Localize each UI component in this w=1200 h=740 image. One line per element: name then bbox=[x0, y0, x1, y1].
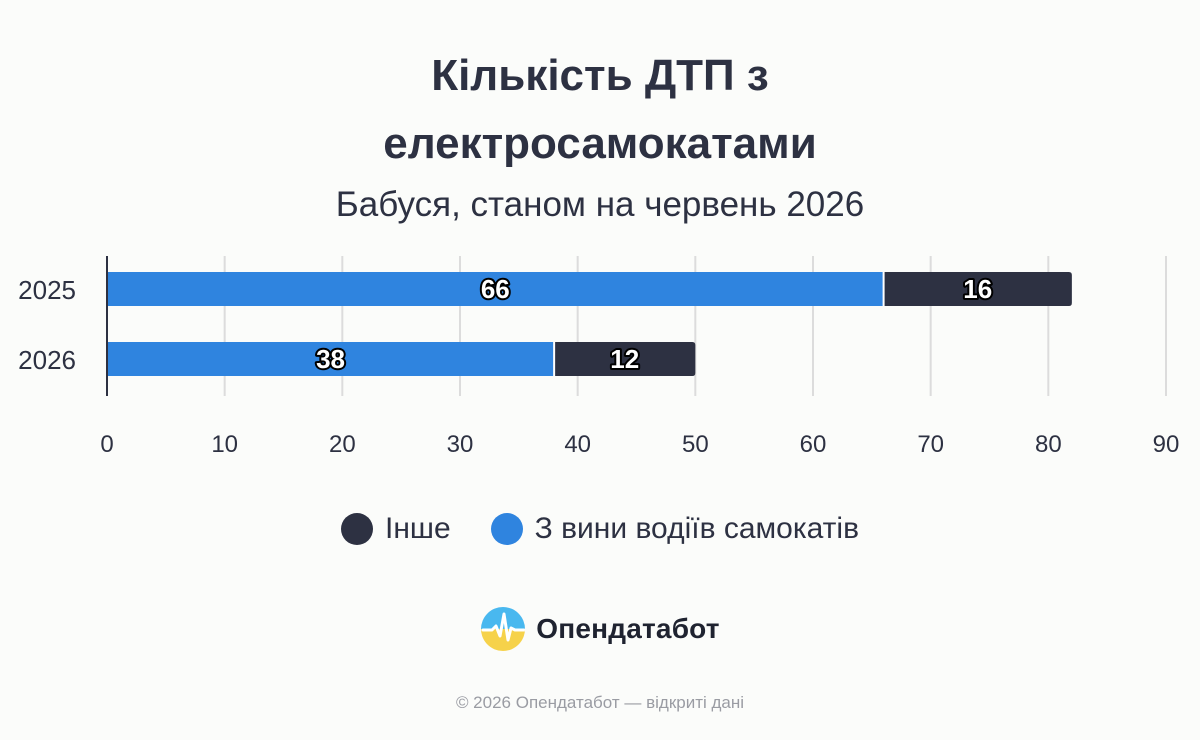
x-tick-label: 10 bbox=[211, 431, 238, 458]
category-label: 2025 bbox=[18, 275, 76, 305]
x-tick-label: 60 bbox=[800, 431, 827, 458]
x-tick-label: 40 bbox=[564, 431, 591, 458]
brand: Опендатабот bbox=[0, 606, 1200, 652]
data-label: 66 bbox=[481, 274, 510, 304]
chart-legend: Інше З вини водіїв самокатів bbox=[0, 512, 1200, 546]
x-tick-label: 80 bbox=[1035, 431, 1062, 458]
x-tick-label: 30 bbox=[447, 431, 474, 458]
chart-title-line-2: електросамокатами bbox=[383, 119, 817, 168]
x-tick-label: 70 bbox=[917, 431, 944, 458]
legend-item-other: Інше bbox=[340, 512, 451, 546]
chart-title: Кількість ДТП з електросамокатами bbox=[0, 42, 1200, 178]
bar-segment bbox=[883, 272, 1072, 306]
legend-dot-scooter-fault bbox=[490, 513, 523, 545]
x-tick-label: 90 bbox=[1153, 431, 1180, 458]
bar-segment bbox=[107, 272, 884, 306]
chart-title-line-1: Кількість ДТП з bbox=[431, 51, 769, 100]
footer-copyright: © 2026 Опендатабот — відкриті дані bbox=[455, 693, 745, 712]
brand-name: Опендатабот bbox=[536, 613, 720, 644]
x-tick-label: 0 bbox=[100, 431, 113, 458]
data-label: 38 bbox=[316, 344, 345, 374]
bar-segment bbox=[554, 342, 696, 376]
x-tick-label: 50 bbox=[682, 431, 709, 458]
data-label: 16 bbox=[963, 274, 992, 304]
legend-label-scooter-fault: З вини водіїв самокатів bbox=[534, 512, 860, 545]
opendatabot-logo-icon bbox=[481, 607, 526, 651]
legend-item-scooter-fault: З вини водіїв самокатів bbox=[490, 512, 860, 546]
x-tick-label: 20 bbox=[329, 431, 356, 458]
category-label: 2026 bbox=[18, 345, 76, 375]
legend-dot-other bbox=[340, 513, 373, 545]
legend-label-other: Інше bbox=[384, 512, 451, 545]
bar-segment bbox=[107, 342, 555, 376]
chart-subtitle: Бабуся, станом на червень 2026 bbox=[335, 185, 865, 224]
data-label: 12 bbox=[610, 344, 639, 374]
